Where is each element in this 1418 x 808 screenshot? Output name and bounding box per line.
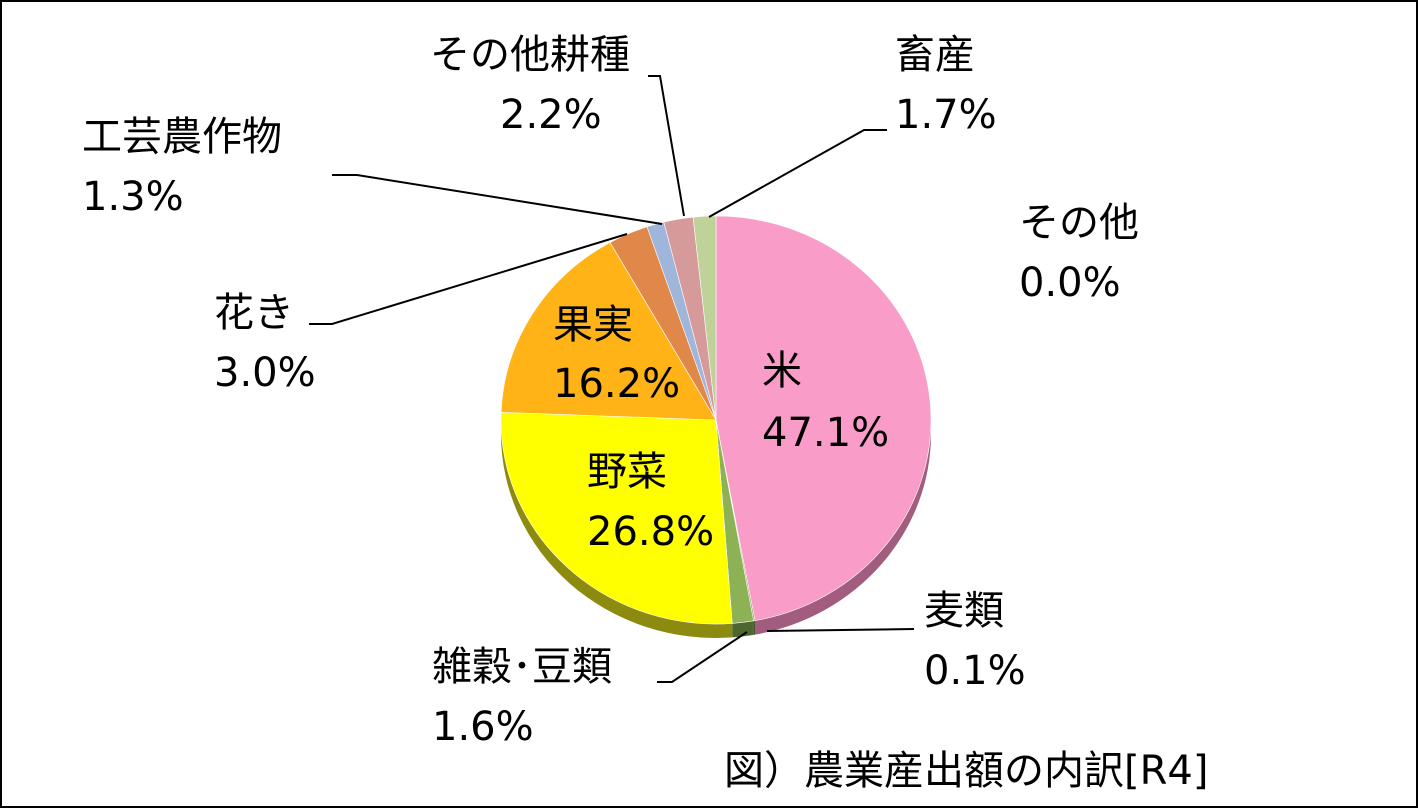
leader-line-7 xyxy=(648,75,685,217)
pie-slice-8 xyxy=(692,215,717,421)
slice-value-label-0: 47.1% xyxy=(762,410,889,456)
pie-side-2 xyxy=(732,620,754,638)
pie-slice-0 xyxy=(715,215,932,621)
slice-name-label-6: 工芸農作物 xyxy=(82,114,282,160)
slice-name-label-3: 野菜 xyxy=(587,449,667,495)
leader-line-2 xyxy=(657,631,748,683)
leader-line-1 xyxy=(766,628,915,632)
slice-value-label-5: 3.0% xyxy=(214,350,316,396)
pie-slices xyxy=(500,215,932,625)
leader-line-6 xyxy=(332,174,663,225)
pie-slice-4 xyxy=(500,242,717,421)
pie-side-1 xyxy=(753,620,755,635)
slice-name-label-9: その他 xyxy=(1019,200,1139,246)
pie-slice-3 xyxy=(500,412,733,625)
slice-name-label-0: 米 xyxy=(762,348,802,394)
slice-value-label-9: 0.0% xyxy=(1019,260,1121,306)
slice-name-label-1: 麦類 xyxy=(924,588,1004,634)
slice-name-label-8: 畜産 xyxy=(895,32,975,78)
slice-value-label-7: 2.2% xyxy=(500,92,602,138)
slice-labels: 米 47.1% 麦類 0.1% 雑穀･豆類 1.6% 野菜 26.8% 果実 16.2% 花き 3.0… xyxy=(82,32,1139,750)
slice-value-label-1: 0.1% xyxy=(924,648,1026,694)
slice-value-label-4: 16.2% xyxy=(553,361,680,407)
slice-name-label-7: その他耕種 xyxy=(430,32,630,78)
pie-side-0 xyxy=(754,420,931,635)
leader-lines xyxy=(309,75,915,683)
slice-name-label-2: 雑穀･豆類 xyxy=(432,644,612,690)
leader-line-8 xyxy=(708,129,887,218)
slice-name-label-5: 花き xyxy=(214,290,294,336)
slice-value-label-3: 26.8% xyxy=(587,509,714,555)
slice-value-label-8: 1.7% xyxy=(895,92,997,138)
pie-sides xyxy=(501,420,931,638)
chart-caption: 図）農業産出額の内訳[R4] xyxy=(724,748,1208,794)
leader-line-5 xyxy=(309,233,628,325)
slice-value-label-6: 1.3% xyxy=(82,174,184,220)
slice-value-label-2: 1.6% xyxy=(432,704,534,750)
slice-name-label-4: 果実 xyxy=(553,302,633,348)
